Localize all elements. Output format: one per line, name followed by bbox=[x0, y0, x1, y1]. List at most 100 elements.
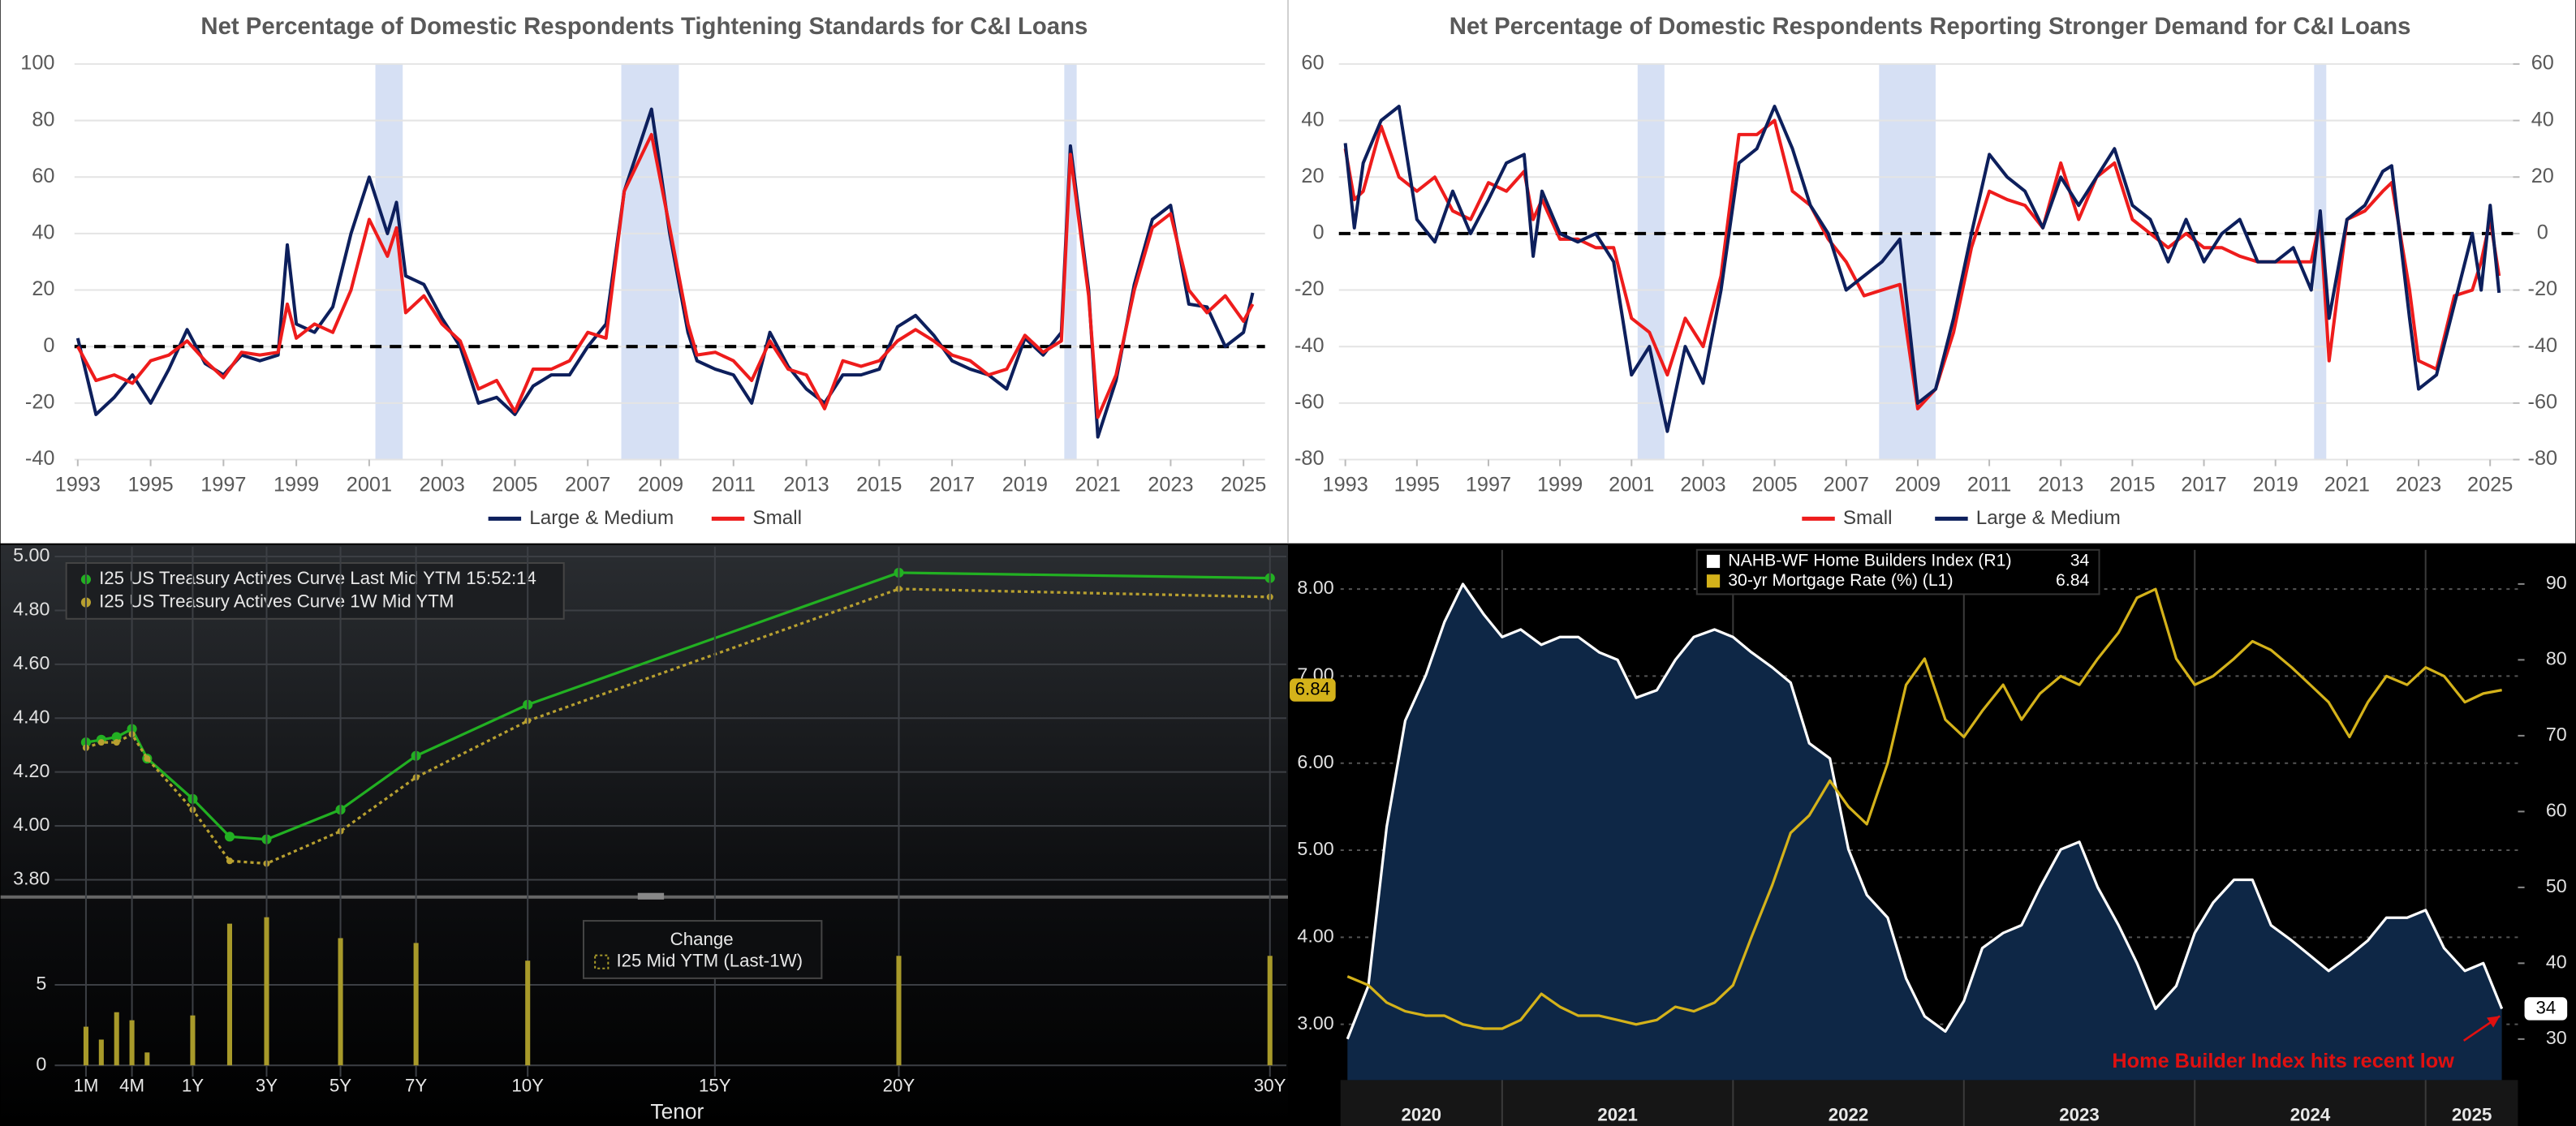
y-tick-label: 5.00 bbox=[13, 544, 50, 565]
legend-box bbox=[1695, 548, 2100, 595]
y-tick-label: 3.80 bbox=[13, 868, 50, 889]
x-tick-label: 3Y bbox=[256, 1075, 278, 1095]
x-tick-label: 2024 bbox=[2290, 1105, 2331, 1125]
y2-tick-label: -40 bbox=[2528, 334, 2558, 357]
recession-band bbox=[375, 63, 403, 460]
y-tick-label: -60 bbox=[1294, 391, 1325, 414]
y2-tick-label: 30 bbox=[2546, 1027, 2567, 1048]
x-tick-label: 1997 bbox=[1466, 474, 1511, 496]
bar bbox=[129, 1020, 135, 1066]
x-tick-label: 2025 bbox=[1221, 474, 1266, 496]
x-tick-label: 1993 bbox=[55, 474, 101, 496]
y-tick-label: -40 bbox=[1294, 334, 1325, 357]
x-tick-label: 1999 bbox=[1537, 474, 1583, 496]
x-tick-label: 2020 bbox=[1402, 1105, 1442, 1125]
y-tick-label: 3.00 bbox=[1297, 1012, 1333, 1034]
y-tick-label: 5.00 bbox=[1297, 838, 1333, 859]
bar bbox=[1267, 956, 1273, 1066]
legend-value: 6.84 bbox=[2056, 570, 2090, 590]
chart-title: Net Percentage of Domestic Respondents R… bbox=[1450, 13, 2411, 40]
series-line bbox=[1346, 587, 2502, 1030]
y-tick-label: 40 bbox=[1301, 108, 1324, 131]
x-tick-label: 2013 bbox=[2038, 474, 2083, 496]
y-tick-label: -20 bbox=[1294, 277, 1325, 300]
y-tick-label: 80 bbox=[32, 108, 54, 131]
x-tick-label: 2017 bbox=[929, 474, 975, 496]
x-axis-title: Tenor bbox=[650, 1099, 704, 1124]
x-tick-label: 2009 bbox=[1895, 474, 1941, 496]
x-tick-label: 1Y bbox=[182, 1075, 204, 1095]
x-tick-label: 2001 bbox=[1609, 474, 1654, 496]
y2-tick-label: -80 bbox=[2528, 447, 2558, 470]
point bbox=[224, 832, 235, 842]
value-tag-label: 34 bbox=[2535, 997, 2556, 1017]
legend-label: I25 US Treasury Actives Curve Last Mid Y… bbox=[99, 568, 536, 588]
x-tick-label: 2007 bbox=[565, 474, 610, 496]
bar bbox=[226, 923, 233, 1066]
y-tick-label: 4.00 bbox=[13, 814, 50, 835]
value-tag bbox=[1290, 678, 1336, 702]
x-tick-label: 2025 bbox=[2452, 1105, 2492, 1125]
x-tick-label: 2021 bbox=[1597, 1105, 1638, 1125]
x-tick-label: 2005 bbox=[1751, 474, 1797, 496]
value-tag-label: 6.84 bbox=[1295, 678, 1330, 698]
x-tick-label: 2005 bbox=[492, 474, 537, 496]
legend-label: NAHB-WF Home Builders Index (R1) bbox=[1728, 551, 2011, 570]
x-tick-label: 15Y bbox=[699, 1075, 731, 1095]
x-axis-band bbox=[1340, 1080, 2518, 1126]
x-tick-label: 20Y bbox=[883, 1075, 915, 1095]
legend-label: 30-yr Mortgage Rate (%) (L1) bbox=[1728, 570, 1953, 590]
x-tick-label: 5Y bbox=[330, 1075, 351, 1095]
x-tick-label: 4M bbox=[119, 1075, 144, 1095]
x-tick-label: 2003 bbox=[1680, 474, 1725, 496]
y2-tick-label: 20 bbox=[2531, 165, 2554, 187]
x-tick-label: 10Y bbox=[511, 1075, 544, 1095]
legend-label: I25 US Treasury Actives Curve 1W Mid YTM bbox=[99, 591, 454, 611]
legend-label: Small bbox=[1843, 507, 1893, 529]
legend-title: Change bbox=[670, 929, 734, 949]
x-tick-label: 2025 bbox=[2467, 474, 2513, 496]
bar bbox=[114, 1012, 119, 1066]
legend-swatch bbox=[1706, 574, 1721, 588]
y2-tick-label: 80 bbox=[2546, 648, 2567, 669]
legend-swatch bbox=[594, 954, 610, 969]
legend-box bbox=[65, 561, 565, 620]
y-tick-label: 20 bbox=[32, 277, 54, 300]
x-tick-label: 7Y bbox=[405, 1075, 427, 1095]
x-tick-label: 2013 bbox=[783, 474, 829, 496]
y2-tick-label: -60 bbox=[2528, 391, 2558, 414]
bar bbox=[413, 943, 419, 1066]
point bbox=[113, 739, 120, 746]
y-tick-label: 100 bbox=[20, 52, 54, 75]
recession-band bbox=[1879, 63, 1936, 460]
legend-label: Small bbox=[752, 507, 802, 529]
x-tick-label: 1995 bbox=[127, 474, 173, 496]
x-tick-label: 2023 bbox=[2396, 474, 2441, 496]
y-tick-label: 6.00 bbox=[1297, 751, 1333, 772]
point bbox=[111, 732, 122, 742]
chart-title: Net Percentage of Domestic Respondents T… bbox=[200, 13, 1088, 40]
bar bbox=[190, 1015, 196, 1066]
y-tick-label: -80 bbox=[1294, 447, 1325, 470]
bar bbox=[98, 1039, 104, 1066]
area bbox=[1347, 583, 2502, 1081]
x-tick-label: 2009 bbox=[638, 474, 683, 496]
y2-tick-label: 60 bbox=[2546, 800, 2567, 821]
legend-swatch bbox=[1706, 554, 1721, 569]
y-tick-label: 60 bbox=[32, 165, 54, 187]
bar bbox=[525, 961, 531, 1066]
annotation-arrowhead bbox=[2487, 1016, 2501, 1028]
y2-tick-label: 60 bbox=[2531, 52, 2554, 75]
y-tick-label: 0 bbox=[1312, 221, 1324, 244]
recession-band bbox=[621, 63, 679, 460]
pane-handle bbox=[637, 892, 665, 900]
curve-background bbox=[0, 544, 1289, 1126]
legend-label: Large & Medium bbox=[1976, 507, 2121, 529]
annotation: Home Builder Index hits recent low bbox=[2112, 1050, 2454, 1072]
y-tick-label: 4.00 bbox=[1297, 925, 1333, 946]
x-tick-label: 2022 bbox=[1829, 1105, 1869, 1125]
y2-tick-label: -20 bbox=[2528, 277, 2558, 300]
y-tick-label: 4.40 bbox=[13, 706, 50, 727]
series-line bbox=[76, 132, 1255, 419]
y-tick-label: 60 bbox=[1301, 52, 1324, 75]
